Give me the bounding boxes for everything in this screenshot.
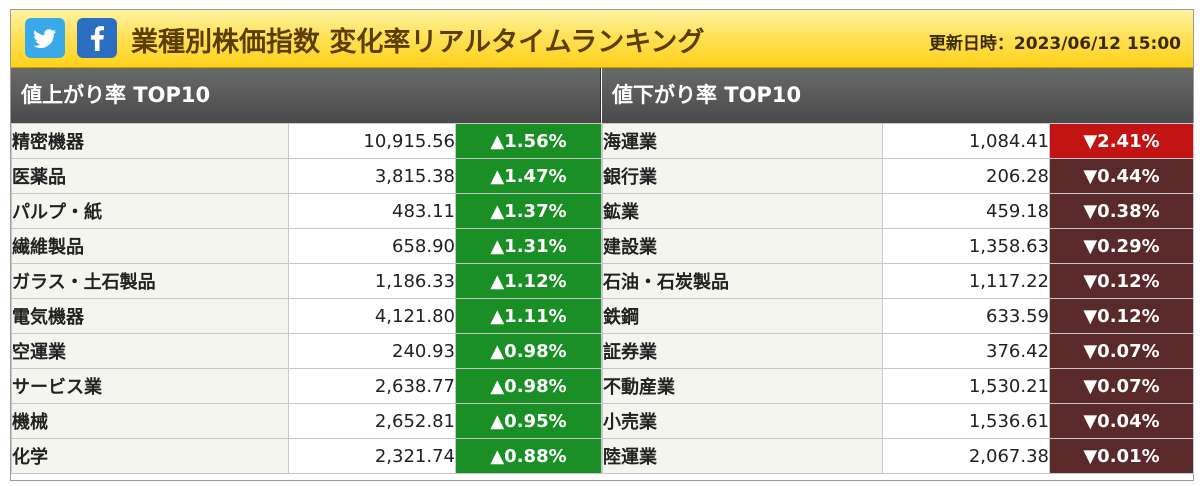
sector-name: 不動産業 — [602, 368, 883, 404]
index-value: 2,067.38 — [882, 438, 1050, 474]
table-row: 医薬品 3,815.38 ▲1.47% — [11, 158, 602, 194]
index-value: 1,117.22 — [882, 263, 1050, 299]
change-rate: ▼2.41% — [1049, 123, 1194, 159]
table-row: 陸運業 2,067.38 ▼0.01% — [602, 438, 1194, 474]
sector-name: 建設業 — [602, 228, 883, 264]
index-value: 459.18 — [882, 193, 1050, 229]
sector-name: 空運業 — [11, 333, 289, 369]
index-value: 4,121.80 — [288, 298, 456, 334]
change-rate: ▲0.98% — [455, 333, 602, 369]
change-rate: ▼0.29% — [1049, 228, 1194, 264]
table-row: 石油・石炭製品 1,117.22 ▼0.12% — [602, 263, 1194, 299]
change-rate: ▲0.88% — [455, 438, 602, 474]
index-value: 1,186.33 — [288, 263, 456, 299]
sector-name: 小売業 — [602, 403, 883, 439]
index-value: 1,084.41 — [882, 123, 1050, 159]
table-row: 鉱業 459.18 ▼0.38% — [602, 193, 1194, 229]
change-rate: ▲1.12% — [455, 263, 602, 299]
table-row: 海運業 1,084.41 ▼2.41% — [602, 123, 1194, 159]
index-value: 658.90 — [288, 228, 456, 264]
table-row: 建設業 1,358.63 ▼0.29% — [602, 228, 1194, 264]
gainers-heading: 値上がり率 TOP10 — [11, 68, 601, 123]
table-row: パルプ・紙 483.11 ▲1.37% — [11, 193, 602, 229]
table-row: 電気機器 4,121.80 ▲1.11% — [11, 298, 602, 334]
change-rate: ▲0.95% — [455, 403, 602, 439]
title-bar: 業種別株価指数 変化率リアルタイムランキング 更新日時：2023/06/12 1… — [11, 10, 1193, 68]
change-rate: ▲1.56% — [455, 123, 602, 159]
sector-name: 鉱業 — [602, 193, 883, 229]
index-value: 633.59 — [882, 298, 1050, 334]
table-row: 化学 2,321.74 ▲0.88% — [11, 438, 602, 474]
twitter-share-button[interactable] — [25, 18, 65, 58]
sector-name: 化学 — [11, 438, 289, 474]
losers-table: 海運業 1,084.41 ▼2.41% 銀行業 206.28 ▼0.44% 鉱業 459.18… — [602, 123, 1194, 474]
sector-name: 陸運業 — [602, 438, 883, 474]
change-rate: ▼0.38% — [1049, 193, 1194, 229]
index-value: 1,536.61 — [882, 403, 1050, 439]
sector-name: 繊維製品 — [11, 228, 289, 264]
index-value: 3,815.38 — [288, 158, 456, 194]
sector-name: 鉄鋼 — [602, 298, 883, 334]
table-row: サービス業 2,638.77 ▲0.98% — [11, 368, 602, 404]
index-value: 376.42 — [882, 333, 1050, 369]
sector-name: ガラス・土石製品 — [11, 263, 289, 299]
table-row: 不動産業 1,530.21 ▼0.07% — [602, 368, 1194, 404]
change-rate: ▲1.37% — [455, 193, 602, 229]
index-value: 240.93 — [288, 333, 456, 369]
twitter-icon — [33, 29, 57, 48]
table-row: 小売業 1,536.61 ▼0.04% — [602, 403, 1194, 439]
facebook-share-button[interactable] — [77, 18, 117, 58]
change-rate: ▼0.01% — [1049, 438, 1194, 474]
index-value: 2,638.77 — [288, 368, 456, 404]
table-row: 繊維製品 658.90 ▲1.31% — [11, 228, 602, 264]
table-row: 証券業 376.42 ▼0.07% — [602, 333, 1194, 369]
change-rate: ▼0.12% — [1049, 298, 1194, 334]
gainers-table: 精密機器 10,915.56 ▲1.56% 医薬品 3,815.38 ▲1.47% パルプ・… — [11, 123, 602, 474]
updated-timestamp: 更新日時：2023/06/12 15:00 — [928, 34, 1181, 54]
change-rate: ▲1.11% — [455, 298, 602, 334]
change-rate: ▼0.07% — [1049, 368, 1194, 404]
sector-name: 銀行業 — [602, 158, 883, 194]
index-value: 2,652.81 — [288, 403, 456, 439]
sector-name: パルプ・紙 — [11, 193, 289, 229]
change-rate: ▲0.98% — [455, 368, 602, 404]
table-row: 機械 2,652.81 ▲0.95% — [11, 403, 602, 439]
change-rate: ▼0.12% — [1049, 263, 1194, 299]
sector-name: 機械 — [11, 403, 289, 439]
index-value: 1,358.63 — [882, 228, 1050, 264]
sector-name: 証券業 — [602, 333, 883, 369]
change-rate: ▲1.47% — [455, 158, 602, 194]
table-row: 精密機器 10,915.56 ▲1.56% — [11, 123, 602, 159]
table-row: 鉄鋼 633.59 ▼0.12% — [602, 298, 1194, 334]
index-value: 206.28 — [882, 158, 1050, 194]
change-rate: ▼0.07% — [1049, 333, 1194, 369]
index-value: 2,321.74 — [288, 438, 456, 474]
sector-name: サービス業 — [11, 368, 289, 404]
index-value: 10,915.56 — [288, 123, 456, 159]
table-row: ガラス・土石製品 1,186.33 ▲1.12% — [11, 263, 602, 299]
sector-name: 電気機器 — [11, 298, 289, 334]
losers-heading: 値下がり率 TOP10 — [602, 68, 1193, 123]
change-rate: ▼0.44% — [1049, 158, 1194, 194]
change-rate: ▼0.04% — [1049, 403, 1194, 439]
sector-name: 精密機器 — [11, 123, 289, 159]
page-title: 業種別株価指数 変化率リアルタイムランキング — [131, 27, 705, 58]
facebook-icon — [91, 26, 104, 51]
sector-name: 医薬品 — [11, 158, 289, 194]
change-rate: ▲1.31% — [455, 228, 602, 264]
ranking-widget: 業種別株価指数 変化率リアルタイムランキング 更新日時：2023/06/12 1… — [10, 9, 1194, 481]
index-value: 1,530.21 — [882, 368, 1050, 404]
table-row: 空運業 240.93 ▲0.98% — [11, 333, 602, 369]
sector-name: 石油・石炭製品 — [602, 263, 883, 299]
sector-name: 海運業 — [602, 123, 883, 159]
index-value: 483.11 — [288, 193, 456, 229]
table-row: 銀行業 206.28 ▼0.44% — [602, 158, 1194, 194]
